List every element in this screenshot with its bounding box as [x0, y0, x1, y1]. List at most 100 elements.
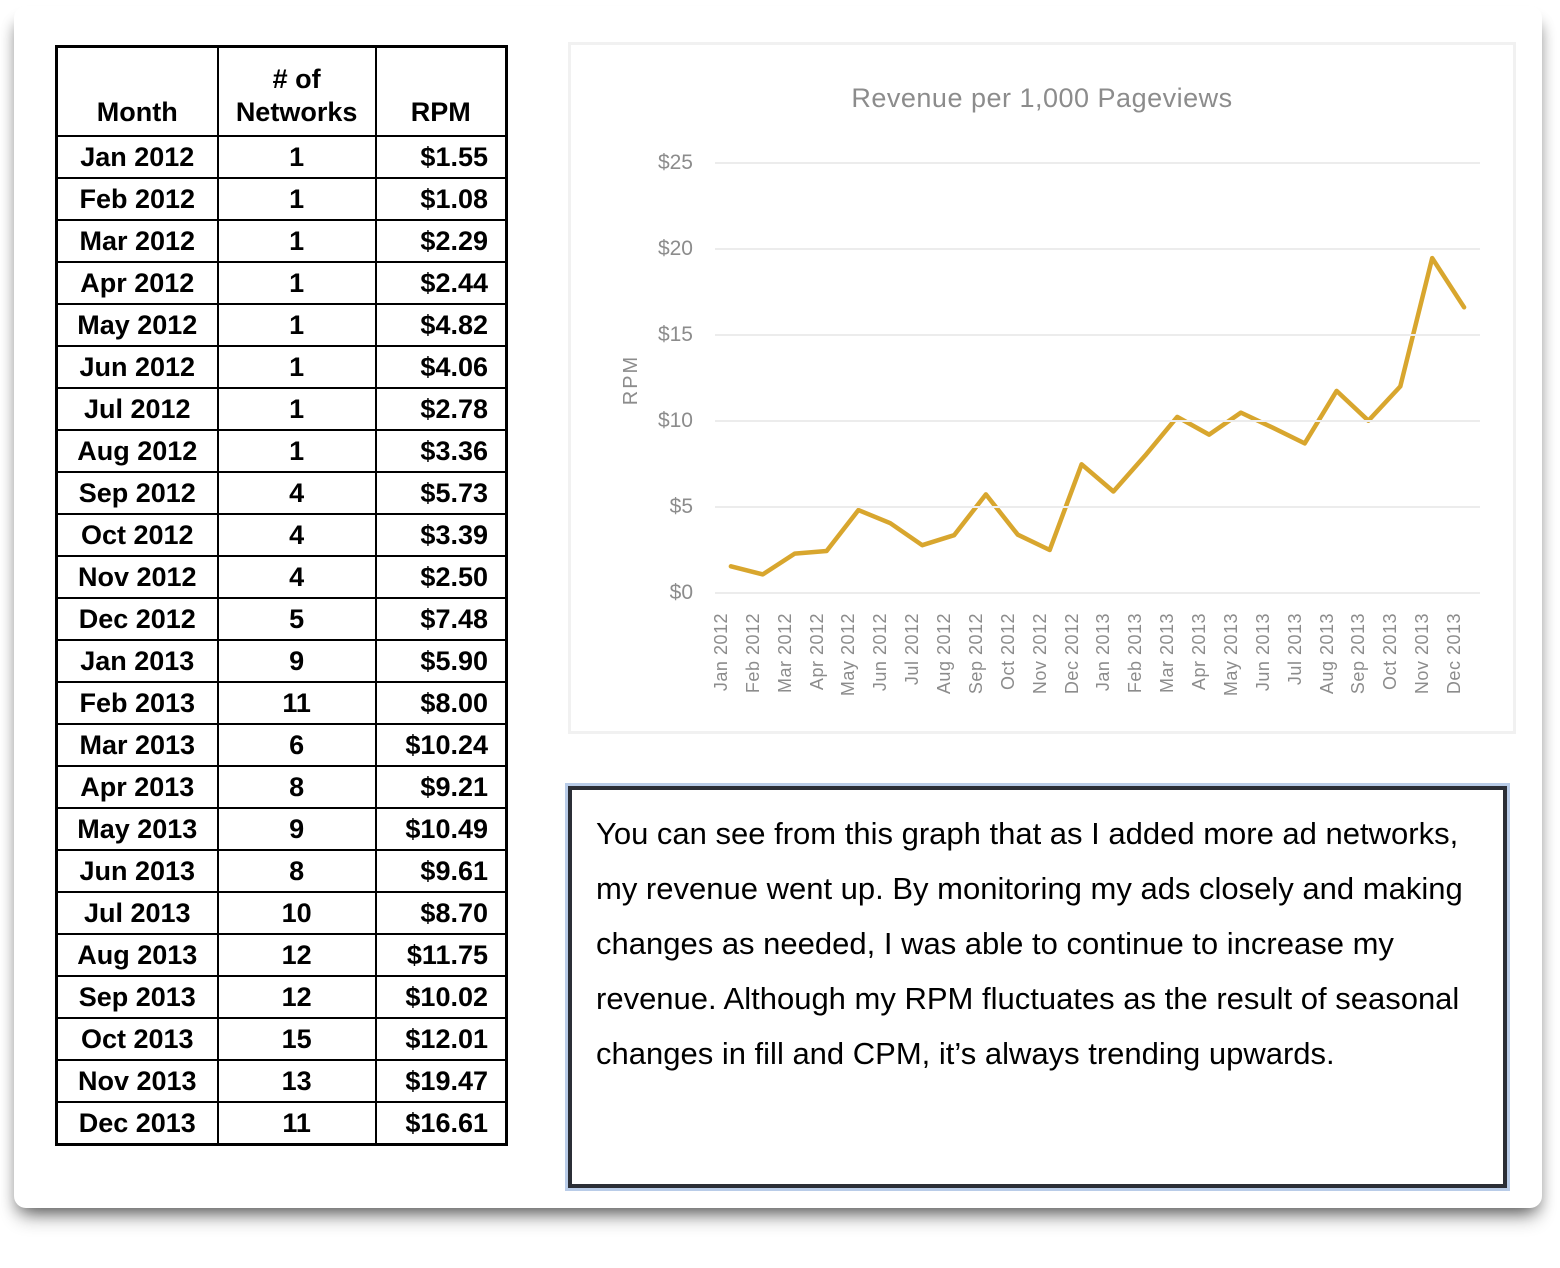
- rpm-data-table: Month # of Networks RPM Jan 2012 1 $1.55 Fe…: [55, 45, 508, 1146]
- x-tick-label: Jul 2013: [1284, 613, 1305, 686]
- table-row: Jan 2012 1 $1.55: [55, 135, 508, 179]
- rpm-cell: $2.29: [374, 219, 508, 263]
- table-row: Jun 2012 1 $4.06: [55, 345, 508, 389]
- networks-cell: 12: [216, 975, 377, 1019]
- rpm-cell: $12.01: [374, 1017, 508, 1061]
- table-row: Jan 2013 9 $5.90: [55, 639, 508, 683]
- month-cell: Nov 2013: [55, 1059, 219, 1103]
- table-row: Dec 2013 11 $16.61: [55, 1101, 508, 1146]
- networks-cell: 1: [216, 303, 377, 347]
- networks-cell: 1: [216, 345, 377, 389]
- table-row: Feb 2012 1 $1.08: [55, 177, 508, 221]
- networks-cell: 1: [216, 219, 377, 263]
- x-tick-label: Aug 2013: [1316, 613, 1337, 695]
- rpm-cell: $3.36: [374, 429, 508, 473]
- table-header-row: Month # of Networks RPM: [55, 45, 508, 137]
- rpm-cell: $1.55: [374, 135, 508, 179]
- rpm-cell: $5.90: [374, 639, 508, 683]
- rpm-cell: $4.82: [374, 303, 508, 347]
- x-tick-label: Nov 2013: [1412, 613, 1433, 695]
- rpm-cell: $8.00: [374, 681, 508, 725]
- table-row: May 2012 1 $4.82: [55, 303, 508, 347]
- networks-cell: 12: [216, 933, 377, 977]
- rpm-chart: Revenue per 1,000 Pageviews RPM $0 $5 $10 $…: [568, 42, 1516, 734]
- networks-cell: 9: [216, 807, 377, 851]
- month-cell: Apr 2012: [55, 261, 219, 305]
- networks-cell: 13: [216, 1059, 377, 1103]
- table-row: Sep 2012 4 $5.73: [55, 471, 508, 515]
- networks-cell: 6: [216, 723, 377, 767]
- month-cell: Dec 2012: [55, 597, 219, 641]
- rpm-cell: $2.44: [374, 261, 508, 305]
- y-tick-label: $25: [657, 151, 693, 174]
- networks-cell: 1: [216, 135, 377, 179]
- networks-cell: 4: [216, 471, 377, 515]
- y-tick-label: $0: [669, 581, 693, 604]
- networks-cell: 1: [216, 261, 377, 305]
- x-tick-label: Apr 2013: [1189, 613, 1210, 691]
- x-tick-label: Nov 2012: [1029, 613, 1050, 695]
- rpm-cell: $7.48: [374, 597, 508, 641]
- month-cell: Aug 2013: [55, 933, 219, 977]
- rpm-cell: $16.61: [374, 1101, 508, 1146]
- x-tick-label: Sep 2013: [1348, 613, 1369, 695]
- table-row: Dec 2012 5 $7.48: [55, 597, 508, 641]
- table-row: Jul 2012 1 $2.78: [55, 387, 508, 431]
- networks-column-header: # of Networks: [216, 45, 377, 137]
- x-tick-label: Mar 2012: [774, 613, 795, 694]
- table-row: Aug 2013 12 $11.75: [55, 933, 508, 977]
- networks-cell: 1: [216, 429, 377, 473]
- table-row: Jun 2013 8 $9.61: [55, 849, 508, 893]
- x-tick-label: Feb 2013: [1125, 613, 1146, 694]
- table-row: May 2013 9 $10.49: [55, 807, 508, 851]
- y-tick-label: $5: [669, 495, 693, 518]
- y-tick-label: $10: [657, 409, 693, 432]
- rpm-cell: $2.78: [374, 387, 508, 431]
- gridline: [715, 162, 1480, 164]
- x-tick-label: Dec 2012: [1061, 613, 1082, 695]
- x-tick-label: Feb 2012: [742, 613, 763, 694]
- month-cell: Aug 2012: [55, 429, 219, 473]
- x-tick-label: Sep 2012: [965, 613, 986, 695]
- table-row: Nov 2013 13 $19.47: [55, 1059, 508, 1103]
- gridline: [715, 334, 1480, 336]
- y-tick-label: $15: [657, 323, 693, 346]
- rpm-table-body: Jan 2012 1 $1.55 Feb 2012 1 $1.08 Mar 2012 1 $2.…: [55, 135, 508, 1146]
- month-cell: Dec 2013: [55, 1101, 219, 1146]
- table-row: Jul 2013 10 $8.70: [55, 891, 508, 935]
- month-cell: May 2013: [55, 807, 219, 851]
- x-tick-label: Dec 2013: [1444, 613, 1465, 695]
- x-tick-label: Oct 2013: [1380, 613, 1401, 691]
- x-tick-label: Apr 2012: [806, 613, 827, 691]
- x-tick-label: May 2012: [838, 613, 859, 697]
- rpm-cell: $10.24: [374, 723, 508, 767]
- rpm-cell: $2.50: [374, 555, 508, 599]
- table-row: Feb 2013 11 $8.00: [55, 681, 508, 725]
- x-tick-label: Aug 2012: [934, 613, 955, 695]
- month-cell: Jan 2012: [55, 135, 219, 179]
- month-cell: Feb 2013: [55, 681, 219, 725]
- month-cell: Jul 2012: [55, 387, 219, 431]
- gridline: [715, 420, 1480, 422]
- networks-cell: 11: [216, 1101, 377, 1146]
- month-cell: Nov 2012: [55, 555, 219, 599]
- x-tick-label: Oct 2012: [997, 613, 1018, 691]
- month-cell: Sep 2013: [55, 975, 219, 1019]
- networks-cell: 11: [216, 681, 377, 725]
- x-tick-label: Jun 2012: [870, 613, 891, 692]
- gridline: [715, 506, 1480, 508]
- rpm-line-series: [728, 255, 1467, 577]
- networks-cell: 8: [216, 849, 377, 893]
- rpm-cell: $11.75: [374, 933, 508, 977]
- y-tick-label: $20: [657, 237, 693, 260]
- month-cell: Oct 2012: [55, 513, 219, 557]
- networks-cell: 4: [216, 513, 377, 557]
- rpm-cell: $10.49: [374, 807, 508, 851]
- x-tick-label: Jul 2012: [902, 613, 923, 686]
- networks-cell: 8: [216, 765, 377, 809]
- rpm-cell: $8.70: [374, 891, 508, 935]
- x-tick-label: May 2013: [1220, 613, 1241, 697]
- table-row: Aug 2012 1 $3.36: [55, 429, 508, 473]
- gridline: [715, 248, 1480, 250]
- page: Month # of Networks RPM Jan 2012 1 $1.55 Fe…: [14, 6, 1542, 1208]
